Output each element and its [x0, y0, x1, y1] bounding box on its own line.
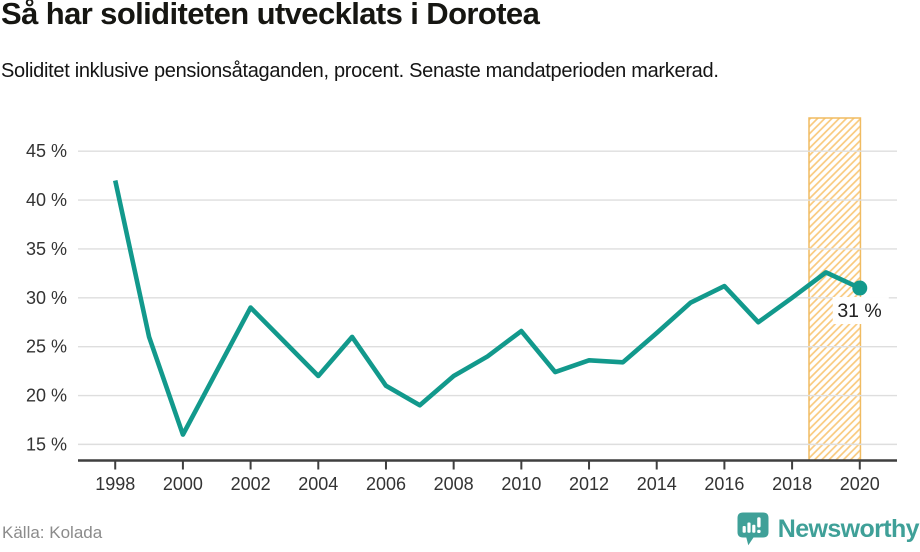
source-label: Källa: Kolada — [2, 523, 103, 542]
newsworthy-chart-bubble-icon — [737, 512, 769, 546]
brand-name: Newsworthy — [777, 514, 920, 543]
x-tick-label-2014: 2014 — [637, 474, 677, 494]
x-tick-label-2004: 2004 — [298, 474, 338, 494]
last-value-label: 31 % — [837, 300, 881, 322]
last-value-label-bg — [832, 297, 889, 325]
bar-small — [742, 526, 746, 533]
y-tick-label-30: 30 % — [26, 288, 67, 308]
bar-medium — [747, 522, 751, 533]
x-tick-label-2012: 2012 — [569, 474, 609, 494]
y-tick-label-20: 20 % — [26, 386, 67, 406]
x-tick-label-2002: 2002 — [231, 474, 271, 494]
mandate-period-band — [809, 118, 861, 461]
x-tick-label-2020: 2020 — [840, 474, 880, 494]
exclamation-dot — [756, 529, 761, 533]
x-tick-label-2016: 2016 — [704, 474, 744, 494]
x-tick-label-2006: 2006 — [366, 474, 406, 494]
x-tick-label-2008: 2008 — [434, 474, 474, 494]
y-tick-label-40: 40 % — [26, 190, 67, 210]
last-point-marker — [852, 280, 868, 296]
x-tick-label-2010: 2010 — [501, 474, 541, 494]
y-tick-label-45: 45 % — [26, 141, 67, 161]
x-tick-label-2018: 2018 — [772, 474, 812, 494]
exclamation-bar — [756, 517, 761, 528]
chart-title: Så har soliditeten utvecklats i Dorotea — [1, 0, 540, 31]
y-tick-label-25: 25 % — [26, 337, 67, 357]
y-tick-label-15: 15 % — [26, 434, 67, 454]
x-tick-label-1998: 1998 — [95, 474, 135, 494]
chart-subtitle: Soliditet inklusive pensionsåtaganden, p… — [1, 60, 719, 82]
brand-logo: Newsworthy — [736, 511, 920, 547]
bar-tall — [751, 524, 756, 533]
x-tick-label-2000: 2000 — [163, 474, 203, 494]
y-tick-label-35: 35 % — [26, 239, 67, 259]
solidity-line — [112, 180, 861, 437]
